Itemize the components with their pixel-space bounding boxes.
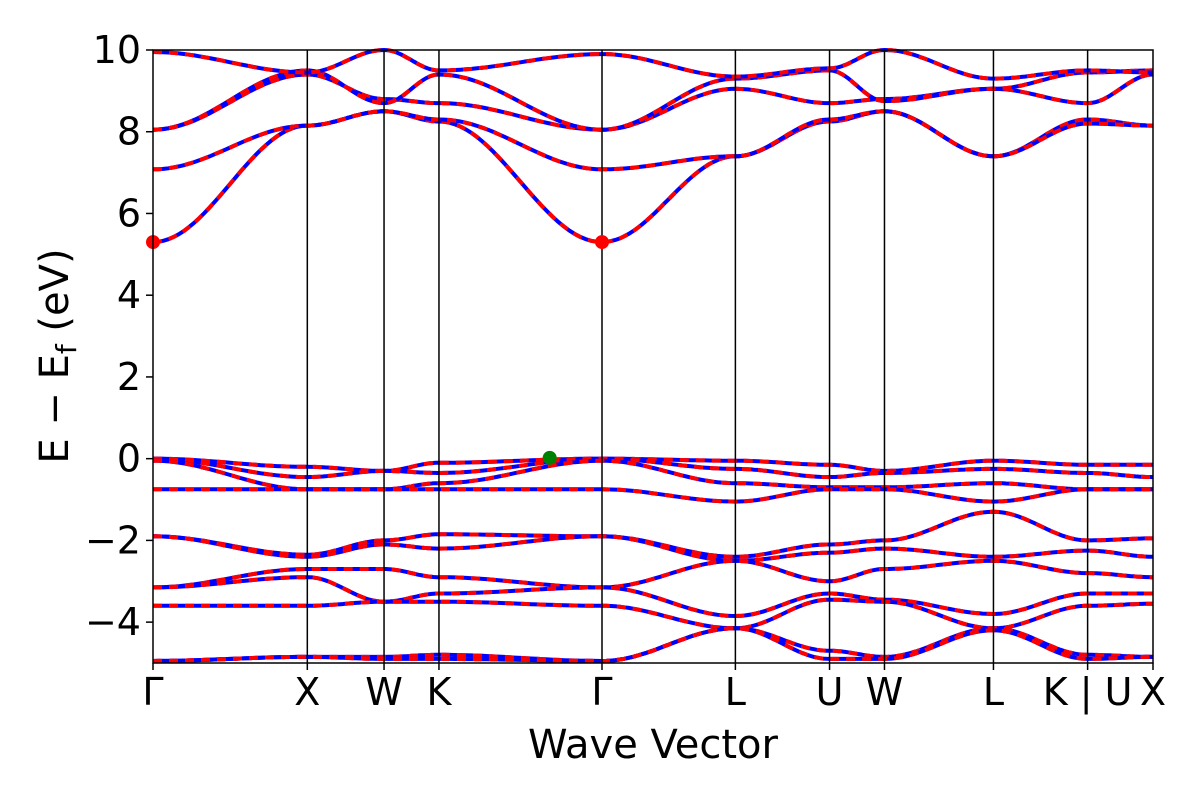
x-axis-label: Wave Vector xyxy=(528,722,779,768)
x-tick-label: X xyxy=(294,670,320,714)
band-line-spin-down xyxy=(152,109,1153,172)
band-line-spin-up xyxy=(152,558,1153,590)
y-tick-label: 4 xyxy=(117,273,141,317)
y-tick-label: 2 xyxy=(117,355,141,399)
band-line-spin-down xyxy=(152,72,1154,132)
bands-layer xyxy=(152,47,1154,664)
band-line-spin-down xyxy=(152,509,1153,559)
band-line-spin-up xyxy=(153,487,1153,504)
y-tick-label: 0 xyxy=(117,437,141,481)
y-axis-ticks: −4 −2 0 2 4 6 8 10 xyxy=(85,28,153,644)
x-tick-label: Γ xyxy=(591,670,612,714)
band-line-spin-up xyxy=(152,509,1153,559)
x-tick-label: K | U xyxy=(1043,670,1133,715)
y-axis-label: E − Ef (eV) xyxy=(32,248,83,463)
x-tick-label: Γ xyxy=(142,670,163,714)
x-tick-label: L xyxy=(983,670,1004,714)
band-line-spin-up xyxy=(152,68,1153,132)
x-tick-label: U xyxy=(816,670,844,714)
kpoint-lines-layer xyxy=(306,50,1089,663)
x-tick-label: L xyxy=(725,670,746,714)
x-tick-label: X xyxy=(1140,670,1166,714)
band-line-spin-up xyxy=(152,626,1153,664)
y-tick-label: 10 xyxy=(93,28,141,72)
band-line-spin-down xyxy=(152,558,1153,590)
band-line-spin-down xyxy=(152,109,1153,245)
y-tick-label: −4 xyxy=(85,600,141,644)
x-tick-label: W xyxy=(866,670,904,714)
band-line-spin-down xyxy=(153,575,1153,619)
band-line-spin-up xyxy=(152,109,1153,245)
y-tick-label: −2 xyxy=(85,518,141,562)
extrema-markers-layer xyxy=(146,235,609,465)
x-tick-label: W xyxy=(365,670,403,714)
y-axis-label-unit: (eV) xyxy=(32,248,78,344)
band-line-spin-up xyxy=(152,626,1153,663)
y-axis-label-main: E − E xyxy=(32,354,78,464)
cbm-marker xyxy=(594,235,609,250)
band-line-spin-up xyxy=(152,109,1153,172)
x-tick-label: K xyxy=(427,670,453,714)
band-line-spin-up xyxy=(152,47,1153,81)
y-axis-label-subscript: f xyxy=(50,343,83,354)
band-line-spin-up xyxy=(152,72,1154,132)
plot-frame xyxy=(152,49,1154,664)
y-tick-label: 8 xyxy=(117,110,141,154)
y-tick-label: 6 xyxy=(117,191,141,235)
band-line-spin-up xyxy=(152,534,1153,563)
vbm-marker xyxy=(542,450,557,465)
